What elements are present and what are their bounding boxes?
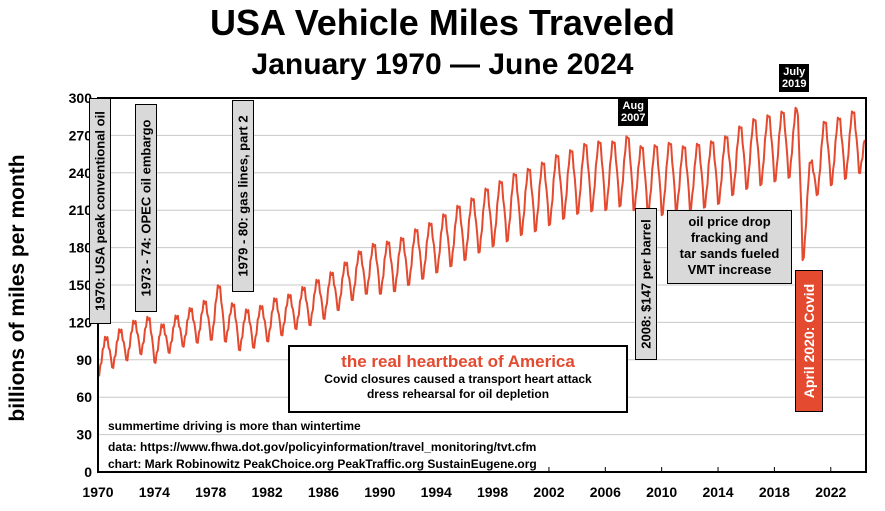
x-tick-label: 2022: [815, 484, 846, 500]
y-tick-label: 180: [69, 240, 93, 256]
chart-title: USA Vehicle Miles Traveled: [210, 2, 675, 43]
x-tick-label: 2006: [590, 484, 621, 500]
credit-note: chart: Mark Robinowitz PeakChoice.org Pe…: [108, 457, 537, 471]
x-tick-label: 1994: [421, 484, 452, 500]
label-aug-2007: Aug 2007: [618, 98, 649, 126]
vmt-series-line: [97, 106, 866, 377]
x-tick-label: 1986: [308, 484, 339, 500]
x-tick-label: 1998: [477, 484, 508, 500]
y-tick-label: 150: [69, 277, 93, 293]
x-tick-label: 1974: [139, 484, 170, 500]
oil-price-drop-note: oil price drop fracking and tar sands fu…: [667, 210, 792, 284]
summer-note: summertime driving is more than winterti…: [108, 419, 361, 433]
y-tick-label: 240: [69, 165, 93, 181]
y-tick-label: 270: [69, 127, 93, 143]
heartbeat-callout: the real heartbeat of America Covid clos…: [288, 345, 628, 413]
x-tick-label: 2002: [533, 484, 564, 500]
y-tick-label: 210: [69, 202, 93, 218]
chart-subtitle: January 1970 — June 2024: [251, 48, 634, 81]
annotation-1970: 1970: USA peak conventional oil: [89, 98, 111, 324]
x-tick-label: 1970: [82, 484, 113, 500]
x-tick-label: 2018: [759, 484, 790, 500]
annotation-covid-2020: April 2020: Covid: [795, 270, 823, 412]
y-tick-label: 30: [76, 427, 92, 443]
x-tick-label: 2014: [702, 484, 733, 500]
y-tick-label: 300: [69, 90, 93, 106]
x-tick-label: 1990: [364, 484, 395, 500]
x-tick-label: 2010: [646, 484, 677, 500]
annotation-1979: 1979 - 80: gas lines, part 2: [232, 100, 254, 292]
x-tick-label: 1978: [195, 484, 226, 500]
y-tick-label: 120: [69, 314, 93, 330]
x-tick-label: 1982: [252, 484, 283, 500]
data-source-note: data: https://www.fhwa.dot.gov/policyinf…: [108, 440, 537, 454]
annotation-2008: 2008: $147 per barrel: [635, 208, 657, 360]
y-tick-label: 0: [84, 464, 92, 480]
label-july-2019: July 2019: [779, 64, 810, 92]
annotation-1973: 1973 - 74: OPEC oil embargo: [135, 104, 157, 312]
y-tick-label: 60: [76, 389, 92, 405]
y-tick-label: 90: [76, 352, 92, 368]
